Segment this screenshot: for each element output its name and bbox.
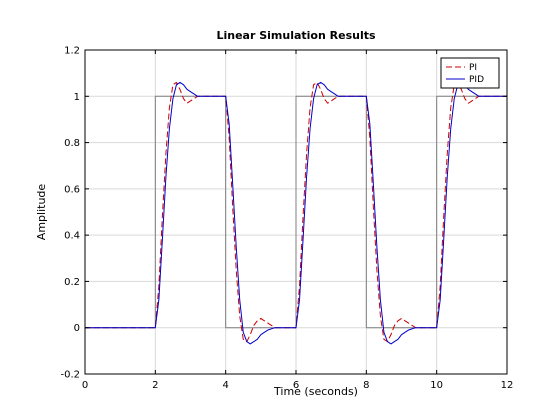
y-axis-label: Amplitude <box>35 184 48 241</box>
y-tick-label: -0.2 <box>60 370 80 381</box>
legend: PI PID <box>440 57 500 89</box>
legend-box <box>440 57 500 89</box>
chart-title: Linear Simulation Results <box>216 29 376 42</box>
x-tick-label: 4 <box>222 380 228 391</box>
series-line-pid <box>85 81 507 345</box>
y-tick-label: 1 <box>74 92 80 103</box>
x-tick-label: 2 <box>152 380 158 391</box>
series-group <box>85 81 507 345</box>
x-tick-label: 0 <box>82 380 88 391</box>
ticks: 0 2 4 6 8 10 12-0.200.20.40.60.811.2 <box>60 46 513 392</box>
x-tick-label: 6 <box>293 380 299 391</box>
y-tick-label: 0.2 <box>64 277 80 288</box>
legend-label-pi: PI <box>469 63 477 73</box>
x-axis-label: Time (seconds) <box>273 385 358 398</box>
y-tick-label: 0.8 <box>64 138 80 149</box>
input-signal-line <box>85 95 507 329</box>
x-tick-label: 8 <box>363 380 369 391</box>
x-tick-label: 12 <box>501 380 514 391</box>
legend-label-pid: PID <box>469 75 484 85</box>
y-tick-label: 0.6 <box>64 184 80 195</box>
series-line-pi <box>85 81 507 343</box>
x-tick-label: 10 <box>430 380 443 391</box>
y-tick-label: 1.2 <box>64 46 80 57</box>
y-tick-label: 0 <box>74 323 80 334</box>
y-tick-label: 0.4 <box>64 231 80 242</box>
